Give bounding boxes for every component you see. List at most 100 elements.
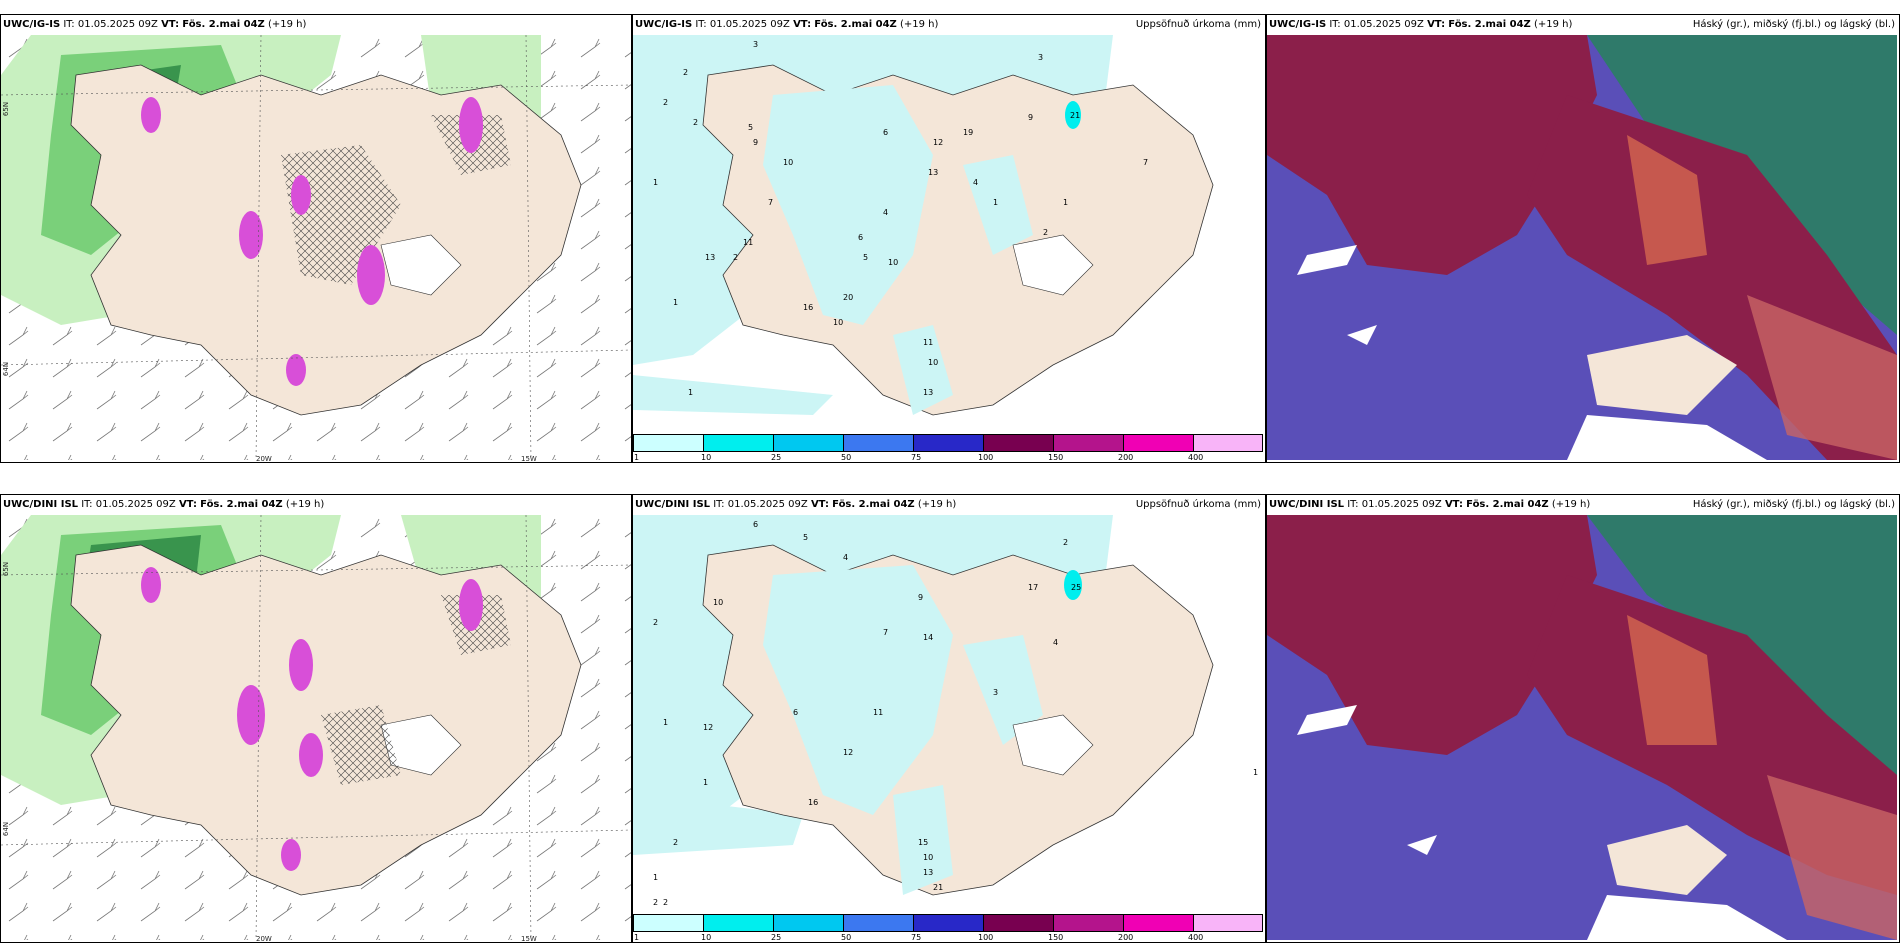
precip-label: 13 <box>928 168 938 177</box>
precip-label: 9 <box>753 138 758 147</box>
model-name: UWC/IG-IS <box>635 19 693 30</box>
panel-header: UWC/DINI ISL IT: 01.05.2025 09Z VT: Fös.… <box>1267 495 1899 515</box>
precip-label: 3 <box>1038 53 1043 62</box>
precip-label: 4 <box>883 208 888 217</box>
panel-header: UWC/IG-IS IT: 01.05.2025 09Z VT: Fös. 2.… <box>1 15 631 35</box>
model-name: UWC/DINI ISL <box>3 499 79 510</box>
lead-time: (+19 h) <box>1551 499 1591 510</box>
wind-map <box>1 35 631 460</box>
precip-label: 2 <box>683 68 688 77</box>
panel-precip-top: UWC/IG-IS IT: 01.05.2025 09Z VT: Fös. 2.… <box>632 14 1266 463</box>
precip-label: 10 <box>713 598 723 607</box>
precip-label: 6 <box>858 233 863 242</box>
precip-label: 10 <box>923 853 933 862</box>
precip-label: 5 <box>863 253 868 262</box>
precip-label: 4 <box>973 178 978 187</box>
precip-label: 2 <box>1063 538 1068 547</box>
precip-label: 1 <box>1253 768 1258 777</box>
valid-label: VT: <box>793 19 812 30</box>
precip-value-labels: 6 5 2 4 10 12 7 14 9 11 17 25 2 4 3 6 1 … <box>653 520 1258 907</box>
panel-header: UWC/IG-IS IT: 01.05.2025 09Z VT: Fös. 2.… <box>1267 15 1899 35</box>
precip-label: 13 <box>705 253 715 262</box>
valid-label: VT: <box>1427 19 1446 30</box>
precip-label: 21 <box>933 883 943 892</box>
colorbar: 1 10 25 50 75 100 150 200 400 <box>633 432 1263 462</box>
init-time: IT: 01.05.2025 09Z <box>81 499 176 510</box>
precip-label: 13 <box>923 388 933 397</box>
model-name: UWC/DINI ISL <box>1269 499 1345 510</box>
model-name: UWC/IG-IS <box>1269 19 1327 30</box>
panel-cloud-top: UWC/IG-IS IT: 01.05.2025 09Z VT: Fös. 2.… <box>1266 14 1900 463</box>
lon-label-20w: 20W <box>256 455 272 463</box>
colorbar-tick: 150 <box>1048 453 1064 462</box>
precip-label: 2 <box>653 618 658 627</box>
precip-label: 1 <box>993 198 998 207</box>
precip-label: 7 <box>1143 158 1148 167</box>
colorbar-tick: 150 <box>1048 933 1064 942</box>
precip-label: 7 <box>883 628 888 637</box>
precip-label: 1 <box>653 178 658 187</box>
precip-label: 1 <box>653 873 658 882</box>
precip-label: 4 <box>843 553 848 562</box>
panel-header: UWC/DINI ISL IT: 01.05.2025 09Z VT: Fös.… <box>633 495 1265 515</box>
precip-label: 16 <box>803 303 813 312</box>
precip-label: 6 <box>883 128 888 137</box>
lead-time: (+19 h) <box>285 499 325 510</box>
precip-label: 3 <box>993 688 998 697</box>
init-time: IT: 01.05.2025 09Z <box>63 19 158 30</box>
precip-label: 15 <box>918 838 928 847</box>
precip-label: 11 <box>873 708 883 717</box>
lat-label-64n: 64N <box>2 821 11 837</box>
model-name: UWC/DINI ISL <box>635 499 711 510</box>
precip-label: 9 <box>1028 113 1033 122</box>
valid-time: Fös. 2.mai 04Z <box>200 499 283 510</box>
precip-label: 12 <box>843 748 853 757</box>
init-time: IT: 01.05.2025 09Z <box>695 19 790 30</box>
precip-label: 2 <box>733 253 738 262</box>
precip-label: 1 <box>663 718 668 727</box>
precip-label: 5 <box>803 533 808 542</box>
colorbar-tick: 10 <box>701 453 712 462</box>
colorbar-tick: 75 <box>911 453 922 462</box>
cloud-map <box>1267 35 1897 460</box>
precip-label: 12 <box>703 723 713 732</box>
precip-label: 19 <box>963 128 973 137</box>
valid-time: Fös. 2.mai 04Z <box>182 19 265 30</box>
precip-label: 2 <box>663 98 668 107</box>
panel-wind-bottom: UWC/DINI ISL IT: 01.05.2025 09Z VT: Fös.… <box>0 494 632 943</box>
precip-label: 3 <box>753 40 758 49</box>
precip-value-labels: 3 2 2 2 1 5 9 10 7 13 11 2 20 16 10 6 5 … <box>653 40 1148 397</box>
colorbar-tick: 25 <box>771 453 782 462</box>
precip-title: Uppsöfnuð úrkoma (mm) <box>1135 499 1261 510</box>
precip-label: 1 <box>673 298 678 307</box>
lat-label-64n: 64N <box>2 361 11 377</box>
precip-label: 25 <box>1071 583 1081 592</box>
precip-label: 1 <box>1063 198 1068 207</box>
panel-header: UWC/IG-IS IT: 01.05.2025 09Z VT: Fös. 2.… <box>633 15 1265 35</box>
lat-label-65n: 65N <box>2 561 11 577</box>
precip-label: 21 <box>1070 111 1080 120</box>
precip-label: 2 <box>693 118 698 127</box>
precip-label: 10 <box>888 258 898 267</box>
init-time: IT: 01.05.2025 09Z <box>713 499 808 510</box>
valid-label: VT: <box>161 19 180 30</box>
precip-label: 1 <box>688 388 693 397</box>
precip-label: 2 <box>653 898 658 907</box>
lat-label-65n: 65N <box>2 101 11 117</box>
panel-header: UWC/DINI ISL IT: 01.05.2025 09Z VT: Fös.… <box>1 495 631 515</box>
precip-label: 12 <box>933 138 943 147</box>
precip-label: 5 <box>748 123 753 132</box>
colorbar: 1 10 25 50 75 100 150 200 400 <box>633 912 1263 942</box>
model-name: UWC/IG-IS <box>3 19 61 30</box>
precip-map: 6 5 2 4 10 12 7 14 9 11 17 25 2 4 3 6 1 … <box>633 515 1263 910</box>
colorbar-tick: 25 <box>771 933 782 942</box>
wind-map <box>1 515 631 940</box>
colorbar-tick: 200 <box>1118 453 1134 462</box>
valid-time: Fös. 2.mai 04Z <box>814 19 897 30</box>
valid-label: VT: <box>178 499 197 510</box>
precip-label: 2 <box>663 898 668 907</box>
lon-label-15w: 15W <box>521 935 537 943</box>
precip-label: 14 <box>923 633 933 642</box>
precip-label: 10 <box>783 158 793 167</box>
colorbar-tick: 200 <box>1118 933 1134 942</box>
